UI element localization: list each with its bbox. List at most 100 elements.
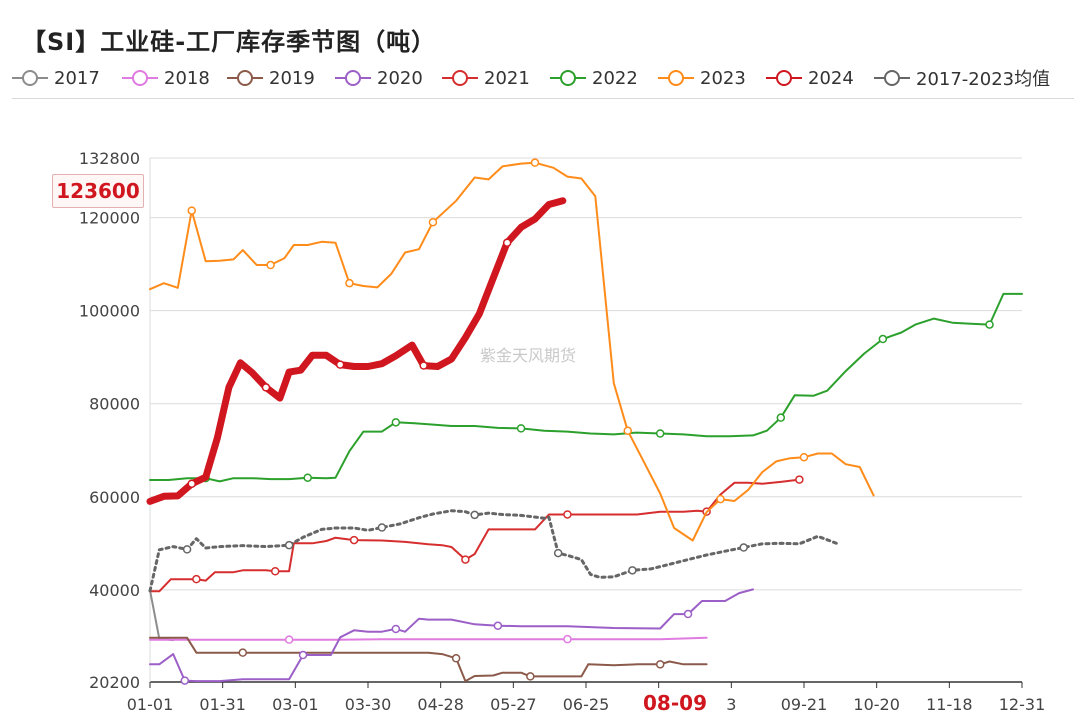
series-point-2017-2023均值 [182, 545, 192, 554]
series-line-2023 [149, 161, 875, 542]
legend: 2017 2018 2019 2020 2021 2022 2023 2024 2017-202… [12, 64, 1072, 92]
legend-symbol-icon [12, 70, 48, 86]
y-tick-label: 60000 [89, 488, 140, 507]
series-line-2017 [149, 589, 175, 642]
legend-label: 2019 [269, 67, 315, 89]
series-line-2020 [149, 588, 754, 683]
series-point-2024 [187, 479, 196, 489]
series-point-2021 [563, 510, 572, 519]
legend-item-2017[interactable]: 2017 [12, 64, 100, 92]
y-tick-label: 120000 [79, 209, 140, 228]
series-point-2023 [530, 158, 540, 167]
series-point-2018 [563, 634, 572, 644]
series-point-2024 [261, 383, 271, 392]
x-tick-label: 05-27 [490, 695, 537, 714]
series-point-2021 [461, 555, 470, 564]
series-point-2017-2023均值 [553, 548, 563, 558]
series-point-2019 [238, 648, 248, 657]
x-tick-label: 09-21 [781, 695, 828, 714]
legend-item-2022[interactable]: 2022 [550, 64, 638, 92]
y-tick-label: 132800 [79, 149, 140, 168]
series-point-2018 [284, 635, 294, 644]
x-tick-label: 01-01 [127, 695, 174, 714]
x-tick-label: 11-18 [926, 695, 973, 714]
series-point-2021 [795, 475, 804, 484]
series-point-2017-2023均值 [470, 510, 479, 520]
legend-item-2017-2023均值[interactable]: 2017-2023均值 [874, 64, 1050, 92]
legend-divider [12, 98, 1074, 99]
series-line-2018 [149, 636, 708, 641]
legend-item-2019[interactable]: 2019 [227, 64, 315, 92]
series-point-2022 [303, 473, 312, 482]
series-point-2020 [683, 609, 693, 619]
series-point-2022 [776, 413, 786, 422]
series-point-2022 [985, 320, 994, 329]
series-line-2024 [146, 197, 567, 505]
y-tick-label: 100000 [79, 302, 140, 321]
series-point-2023 [187, 206, 196, 215]
y-tick-label: 40000 [89, 581, 140, 600]
legend-item-2020[interactable]: 2020 [335, 64, 423, 92]
series-point-2022 [878, 334, 888, 344]
legend-item-2024[interactable]: 2024 [766, 64, 854, 92]
series-point-2021 [192, 574, 201, 584]
x-tick-label: 04-28 [417, 695, 464, 714]
legend-symbol-icon [874, 70, 910, 86]
series-point-2024 [335, 360, 345, 369]
series-point-2021 [270, 566, 280, 576]
legend-symbol-icon [550, 70, 586, 86]
watermark: 紫金天风期货 [480, 346, 577, 365]
legend-symbol-icon [227, 70, 263, 86]
legend-item-2018[interactable]: 2018 [122, 64, 210, 92]
legend-label: 2024 [808, 67, 854, 89]
series-point-2019 [655, 660, 665, 669]
legend-item-2023[interactable]: 2023 [658, 64, 746, 92]
legend-symbol-icon [335, 70, 371, 86]
series-point-2023 [623, 426, 632, 435]
series-point-2021 [349, 535, 359, 545]
chart-title: 【SI】工业硅-工厂库存季节图（吨） [22, 28, 437, 56]
series-point-2022 [391, 418, 401, 427]
series-point-2020 [298, 650, 308, 660]
x-tick-label: 03-30 [345, 695, 392, 714]
legend-symbol-icon [658, 70, 694, 86]
legend-label: 2023 [700, 67, 746, 89]
legend-label: 2020 [377, 67, 423, 89]
series-point-2024 [502, 238, 512, 247]
y-pointer-label: 123600 [52, 174, 144, 208]
legend-label: 2022 [592, 67, 638, 89]
x-pointer-label: 08-09 [636, 688, 714, 718]
x-tick-label: 06-25 [563, 695, 610, 714]
series-point-2024 [419, 361, 428, 370]
y-tick-label: 20200 [89, 673, 140, 692]
series-point-2022 [516, 424, 526, 433]
series-point-2017-2023均值 [377, 523, 387, 532]
legend-symbol-icon [766, 70, 802, 86]
series-point-2023 [266, 260, 275, 270]
y-tick-label: 80000 [89, 395, 140, 414]
x-tick-label: 3 [726, 695, 736, 714]
series-point-2017-2023均值 [739, 543, 748, 552]
legend-label: 2017 [54, 67, 100, 89]
legend-symbol-icon [442, 70, 478, 86]
legend-label: 2021 [484, 67, 530, 89]
series-point-2022 [655, 429, 665, 438]
legend-item-2021[interactable]: 2021 [442, 64, 530, 92]
series-point-2017-2023均值 [628, 566, 637, 575]
series-point-2023 [716, 494, 725, 504]
series-line-2017-2023均值 [148, 509, 838, 593]
series-point-2023 [428, 217, 438, 227]
legend-label: 2017-2023均值 [916, 69, 1051, 90]
series-point-2019 [451, 654, 461, 663]
series-point-2020 [180, 676, 190, 685]
x-tick-label: 03-01 [272, 695, 319, 714]
legend-label: 2018 [164, 67, 210, 89]
x-tick-label: 10-20 [853, 695, 900, 714]
legend-symbol-icon [122, 70, 158, 86]
series-line-2021 [149, 478, 801, 593]
series-point-2017-2023均值 [284, 540, 294, 550]
series-point-2023 [799, 452, 809, 462]
series-point-2023 [345, 278, 354, 288]
series-line-2019 [149, 636, 708, 683]
series-point-2020 [493, 621, 503, 630]
